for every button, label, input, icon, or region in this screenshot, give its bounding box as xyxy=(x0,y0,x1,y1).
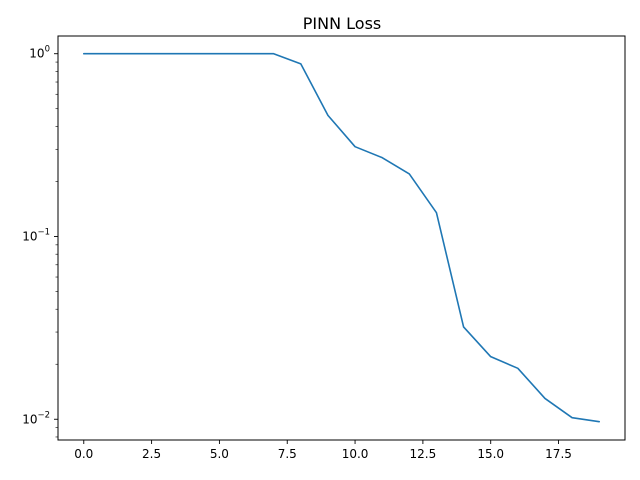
x-tick-label: 12.5 xyxy=(410,447,437,461)
x-tick-label: 0.0 xyxy=(74,447,93,461)
x-tick-label: 15.0 xyxy=(477,447,504,461)
axes-frame xyxy=(57,35,626,441)
y-tick-label: 100 xyxy=(29,45,50,61)
y-tick-label: 10−1 xyxy=(22,227,50,243)
x-tick-label: 10.0 xyxy=(342,447,369,461)
x-tick-label: 2.5 xyxy=(142,447,161,461)
x-axis: 0.0 2.5 5.0 7.5 10.0 12.5 15.0 17.5 xyxy=(74,440,572,461)
plot-area xyxy=(82,52,601,423)
x-tick-label: 17.5 xyxy=(545,447,572,461)
y-axis: 100 10−1 10−2 xyxy=(22,45,58,438)
series-line-0 xyxy=(82,52,601,423)
chart-title: PINN Loss xyxy=(303,14,381,33)
x-tick-label: 5.0 xyxy=(210,447,229,461)
y-tick-label: 10−2 xyxy=(22,410,50,426)
x-tick-label: 7.5 xyxy=(278,447,297,461)
